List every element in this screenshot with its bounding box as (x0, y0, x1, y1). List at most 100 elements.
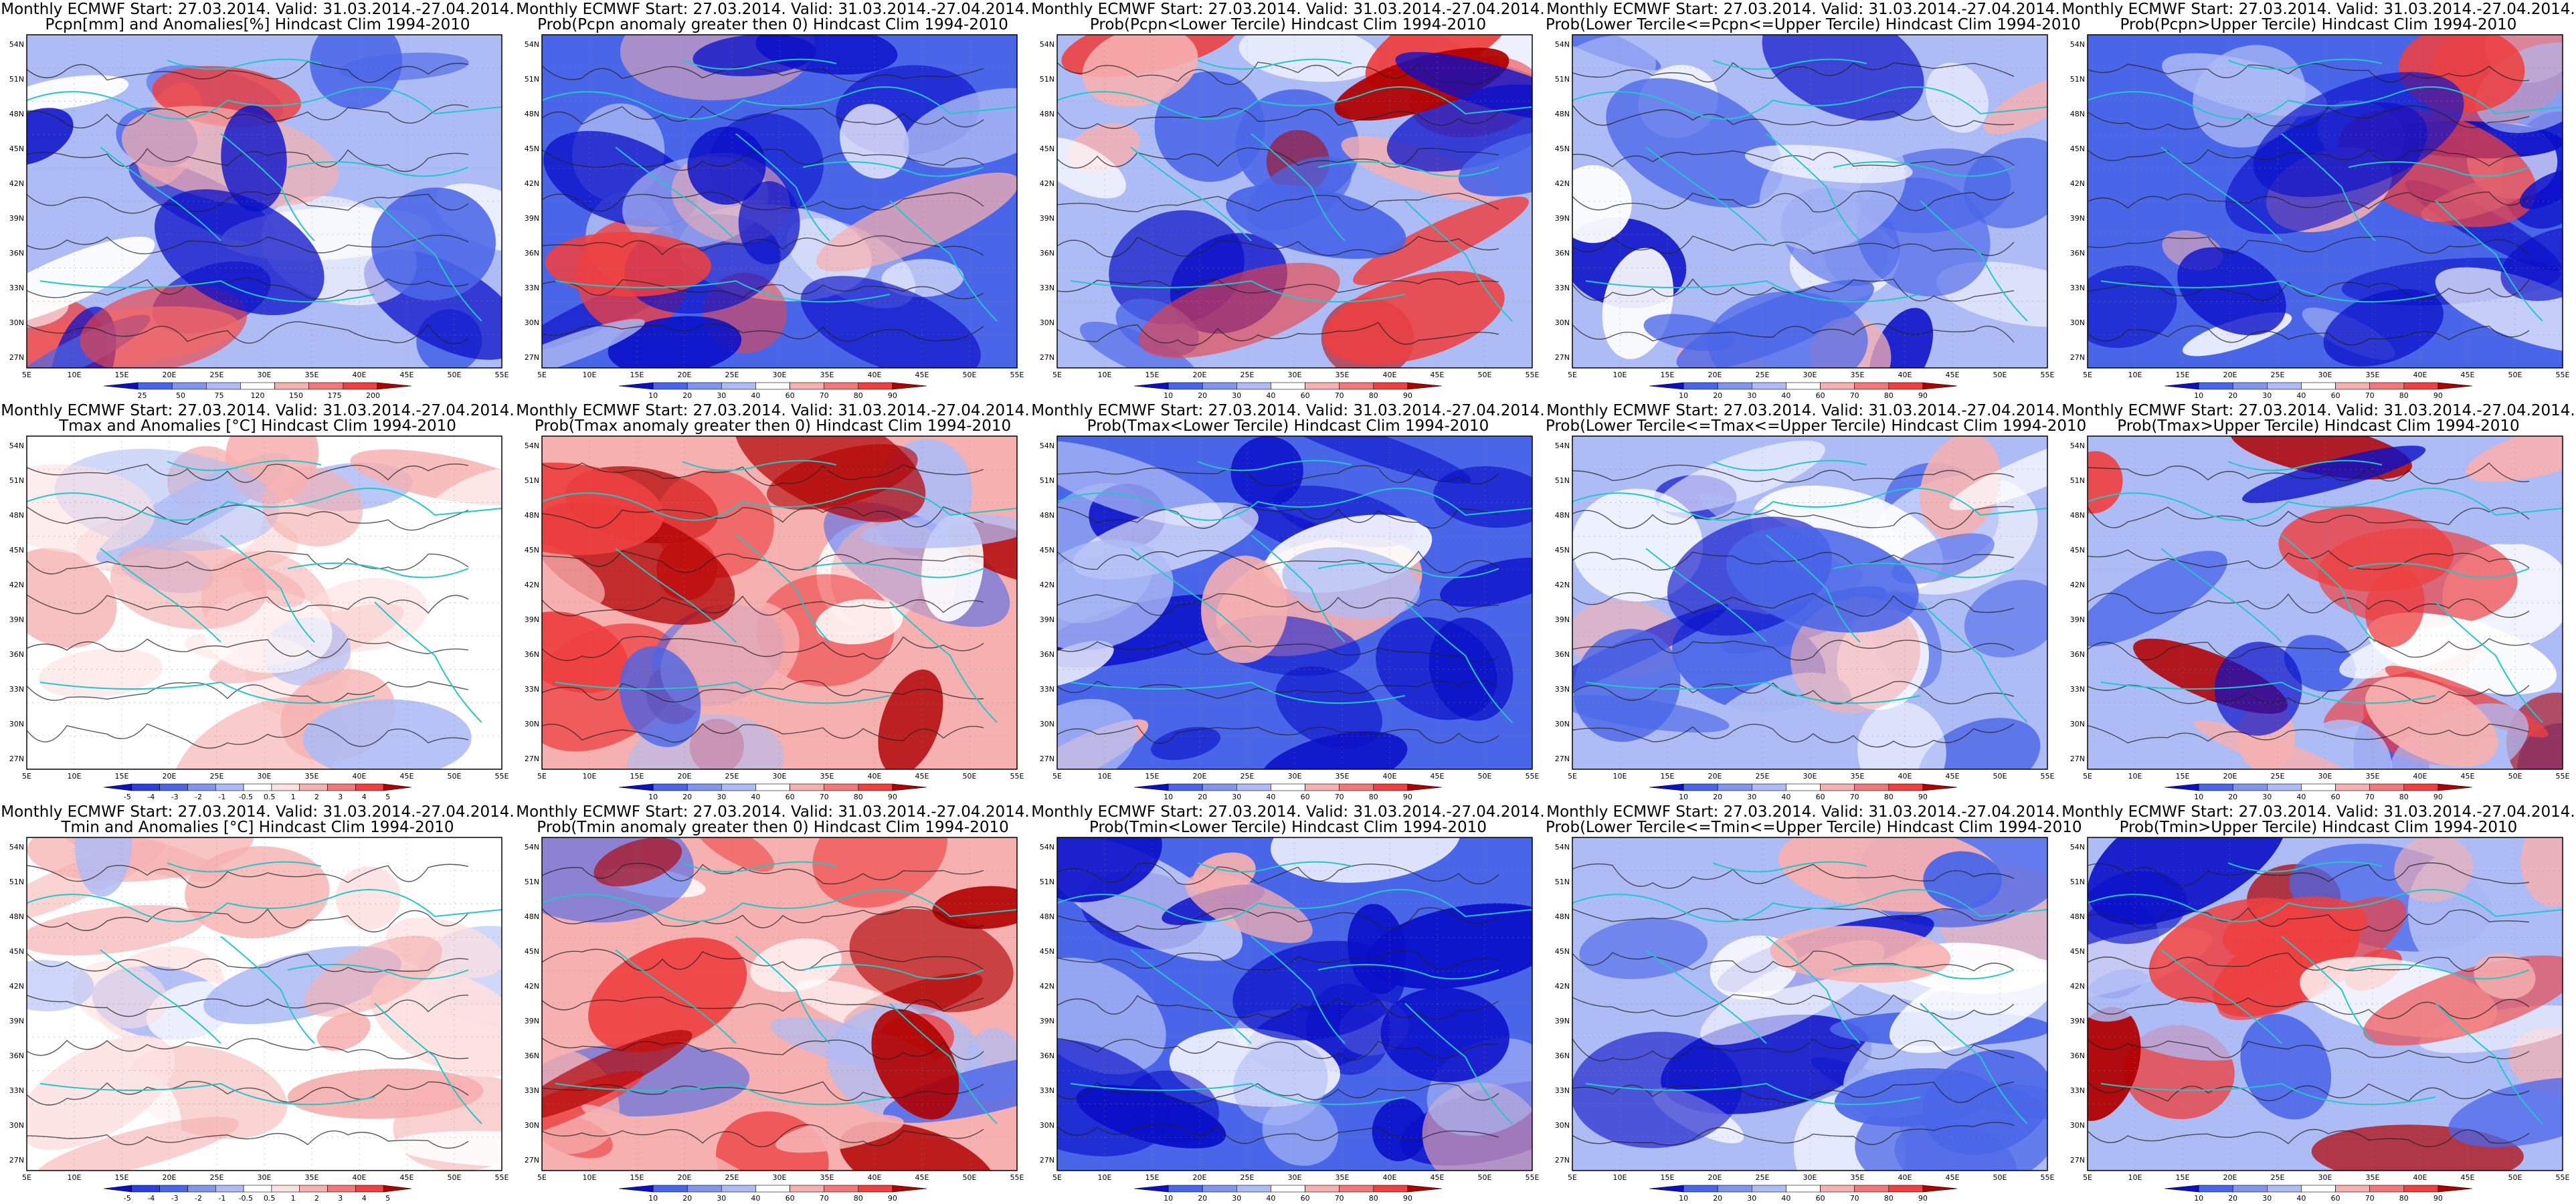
contour-line (27, 908, 469, 932)
longitude-tick-label: 15E (1661, 371, 1675, 379)
legend-color-box (327, 783, 356, 791)
latitude-tick-label: 42N (1555, 581, 1570, 589)
contour-line (1572, 104, 2015, 127)
legend-tick-label: 10 (1164, 1194, 1173, 1203)
longitude-tick-label: 20E (1193, 772, 1207, 781)
legend-tick-label: 90 (1403, 793, 1412, 801)
legend-tick-label: 90 (888, 391, 897, 400)
longitude-tick-label: 40E (1898, 1173, 1912, 1182)
longitude-tick-label: 20E (1193, 1173, 1207, 1182)
coastline (2348, 964, 2530, 980)
legend-tick-label: 1 (291, 793, 296, 801)
longitude-tick-label: 55E (1010, 1173, 1024, 1182)
coastline (2281, 936, 2376, 1044)
legend-color-box (243, 1185, 272, 1193)
longitude-tick-label: 10E (1613, 1173, 1627, 1182)
field-shading (1685, 672, 1852, 769)
contour-line (1057, 1124, 1499, 1144)
legend-color-box (1168, 382, 1203, 390)
legend-tick-label: 90 (2433, 391, 2443, 400)
latitude-tick-label: 45N (1040, 144, 1054, 153)
latitude-tick-label: 39N (9, 1017, 24, 1025)
contour-line (1057, 1037, 1499, 1061)
contour-line (27, 277, 469, 300)
latitude-tick-label: 27N (1555, 1156, 1570, 1165)
longitude-tick-label: 50E (448, 371, 462, 379)
coastline (615, 146, 737, 241)
legend-tick-label: 20 (1713, 793, 1722, 801)
longitude-tick-label: 15E (115, 371, 129, 379)
field-shading (1260, 731, 1408, 769)
legend-color-box (1202, 1185, 1237, 1193)
longitude-tick-label: 30E (773, 1173, 787, 1182)
legend-color-box (1922, 783, 1958, 791)
field-shading (1889, 957, 2047, 1054)
legend-tick-label: 20 (2228, 391, 2237, 400)
latitude-tick-label: 48N (2070, 511, 2085, 520)
contour-line (542, 106, 984, 128)
panel-title-line1: Monthly ECMWF Start: 27.03.2014. Valid: … (1, 1, 515, 18)
field-shading (1857, 702, 1946, 769)
latitude-tick-label: 36N (9, 650, 24, 659)
legend-color-box (1922, 382, 1958, 390)
coastline (889, 601, 998, 723)
longitude-tick-label: 55E (495, 772, 509, 781)
legend-color-box (618, 783, 654, 791)
latitude-tick-label: 51N (1040, 75, 1054, 84)
latitude-tick-label: 33N (9, 685, 24, 694)
legend-tick-label: 80 (2399, 391, 2409, 400)
latitude-tick-label: 36N (1040, 1051, 1054, 1060)
field-shading (1057, 640, 1114, 687)
legend-tick-label: 70 (1335, 793, 1344, 801)
legend-tick-label: 2 (314, 793, 319, 801)
field-shading (881, 259, 964, 298)
map-panel: 54N 51N 48N 45N 42N 39N 36N 33N 30N 27N 5E 10E 15E 20… (2061, 803, 2576, 1204)
coastline (1197, 58, 1352, 70)
coastline (1585, 681, 1921, 704)
field-shading (27, 904, 205, 956)
contour-line (1572, 908, 2015, 922)
coastline (220, 534, 315, 643)
longitude-tick-label: 15E (115, 772, 129, 781)
latitude-tick-label: 36N (1040, 249, 1054, 258)
legend-color-box (2335, 783, 2371, 791)
map-frame (1572, 435, 2048, 770)
legend-tick-label: 10 (2194, 1194, 2203, 1203)
coastline (27, 86, 502, 120)
panel-title-line1: Monthly ECMWF Start: 27.03.2014. Valid: … (2061, 402, 2575, 419)
coastline (1070, 681, 1406, 704)
legend-color-box (1786, 1185, 1821, 1193)
legend-color-box (892, 783, 927, 791)
latitude-tick-label: 33N (9, 284, 24, 292)
contour-line (1572, 638, 2015, 661)
legend-tick-label: 40 (2296, 391, 2306, 400)
legend-tick-label: 60 (1301, 793, 1310, 801)
longitude-tick-label: 35E (820, 1173, 834, 1182)
latitude-tick-label: 48N (1555, 912, 1570, 921)
coastline (39, 681, 375, 704)
longitude-tick-label: 30E (2318, 1173, 2332, 1182)
field-shading (1154, 71, 1265, 182)
contour-line (27, 995, 469, 1017)
latitude-tick-label: 51N (1555, 75, 1570, 84)
longitude-tick-label: 30E (258, 1173, 272, 1182)
latitude-tick-label: 33N (2070, 284, 2085, 292)
latitude-tick-label: 33N (525, 1086, 539, 1095)
latitude-tick-label: 45N (525, 144, 539, 153)
longitude-tick-label: 25E (1756, 772, 1770, 781)
longitude-tick-label: 35E (2366, 1173, 2380, 1182)
field-shading (2394, 837, 2474, 902)
contour-line (542, 279, 984, 300)
coastline (555, 1082, 891, 1106)
longitude-tick-label: 15E (2176, 1173, 2190, 1182)
map-panel: 54N 51N 48N 45N 42N 39N 36N 33N 30N 27N 5E 10E 15E 20… (1546, 401, 2086, 803)
map-panel: 54N 51N 48N 45N 42N 39N 36N 33N 30N 27N 5E 10E 15E 20… (2061, 401, 2576, 803)
legend-color-box (2301, 382, 2336, 390)
legend-tick-label: 60 (1301, 1194, 1310, 1203)
field-shading (878, 669, 943, 769)
field-shading (542, 318, 645, 368)
latitude-tick-label: 42N (9, 179, 24, 188)
coastline (374, 601, 482, 723)
latitude-tick-label: 54N (1555, 843, 1570, 851)
